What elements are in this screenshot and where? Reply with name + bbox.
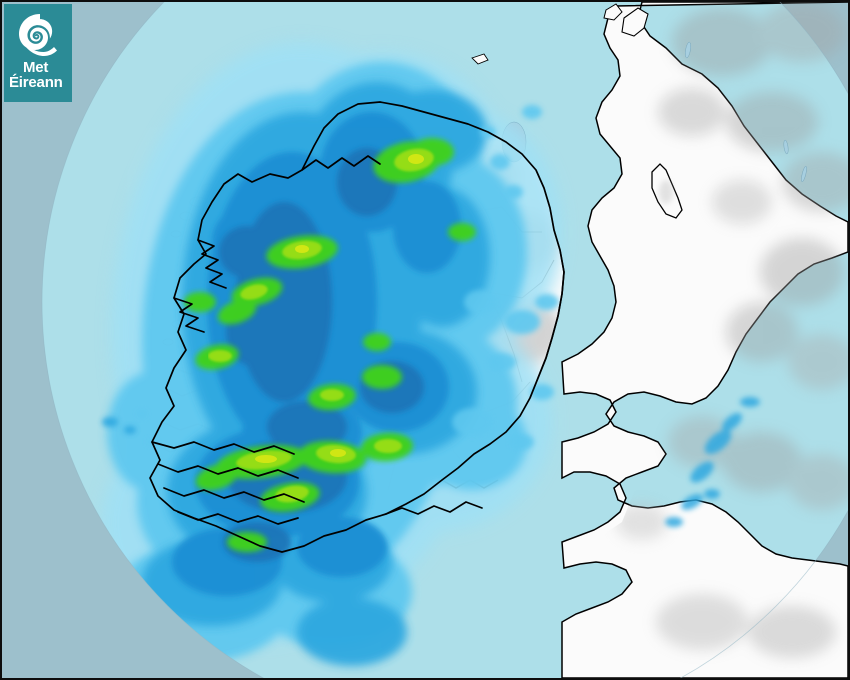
rathlin-island: [471, 53, 489, 65]
isle-of-man-shading: [659, 180, 673, 204]
britain-lakes: [685, 41, 807, 182]
scotland-small-isle: [603, 3, 623, 21]
met-eireann-logo[interactable]: Met Éireann: [4, 4, 72, 102]
logo-name-line1: Met: [23, 59, 49, 76]
logo-name-line2: Éireann: [9, 73, 63, 91]
logo-wordmark: Met Éireann: [9, 59, 67, 91]
met-eireann-spiral-icon: [19, 14, 57, 56]
rain-scattered-wales: [665, 397, 760, 527]
rain-level-8: [255, 154, 424, 463]
radar-precipitation-layer: [102, 42, 760, 666]
rain-scattered-east: [452, 105, 559, 450]
islay-island: [621, 7, 649, 37]
radar-range-edge: [41, 2, 848, 678]
coastline-overlay: [149, 101, 565, 553]
britain-terrain-shading: [616, 2, 848, 658]
